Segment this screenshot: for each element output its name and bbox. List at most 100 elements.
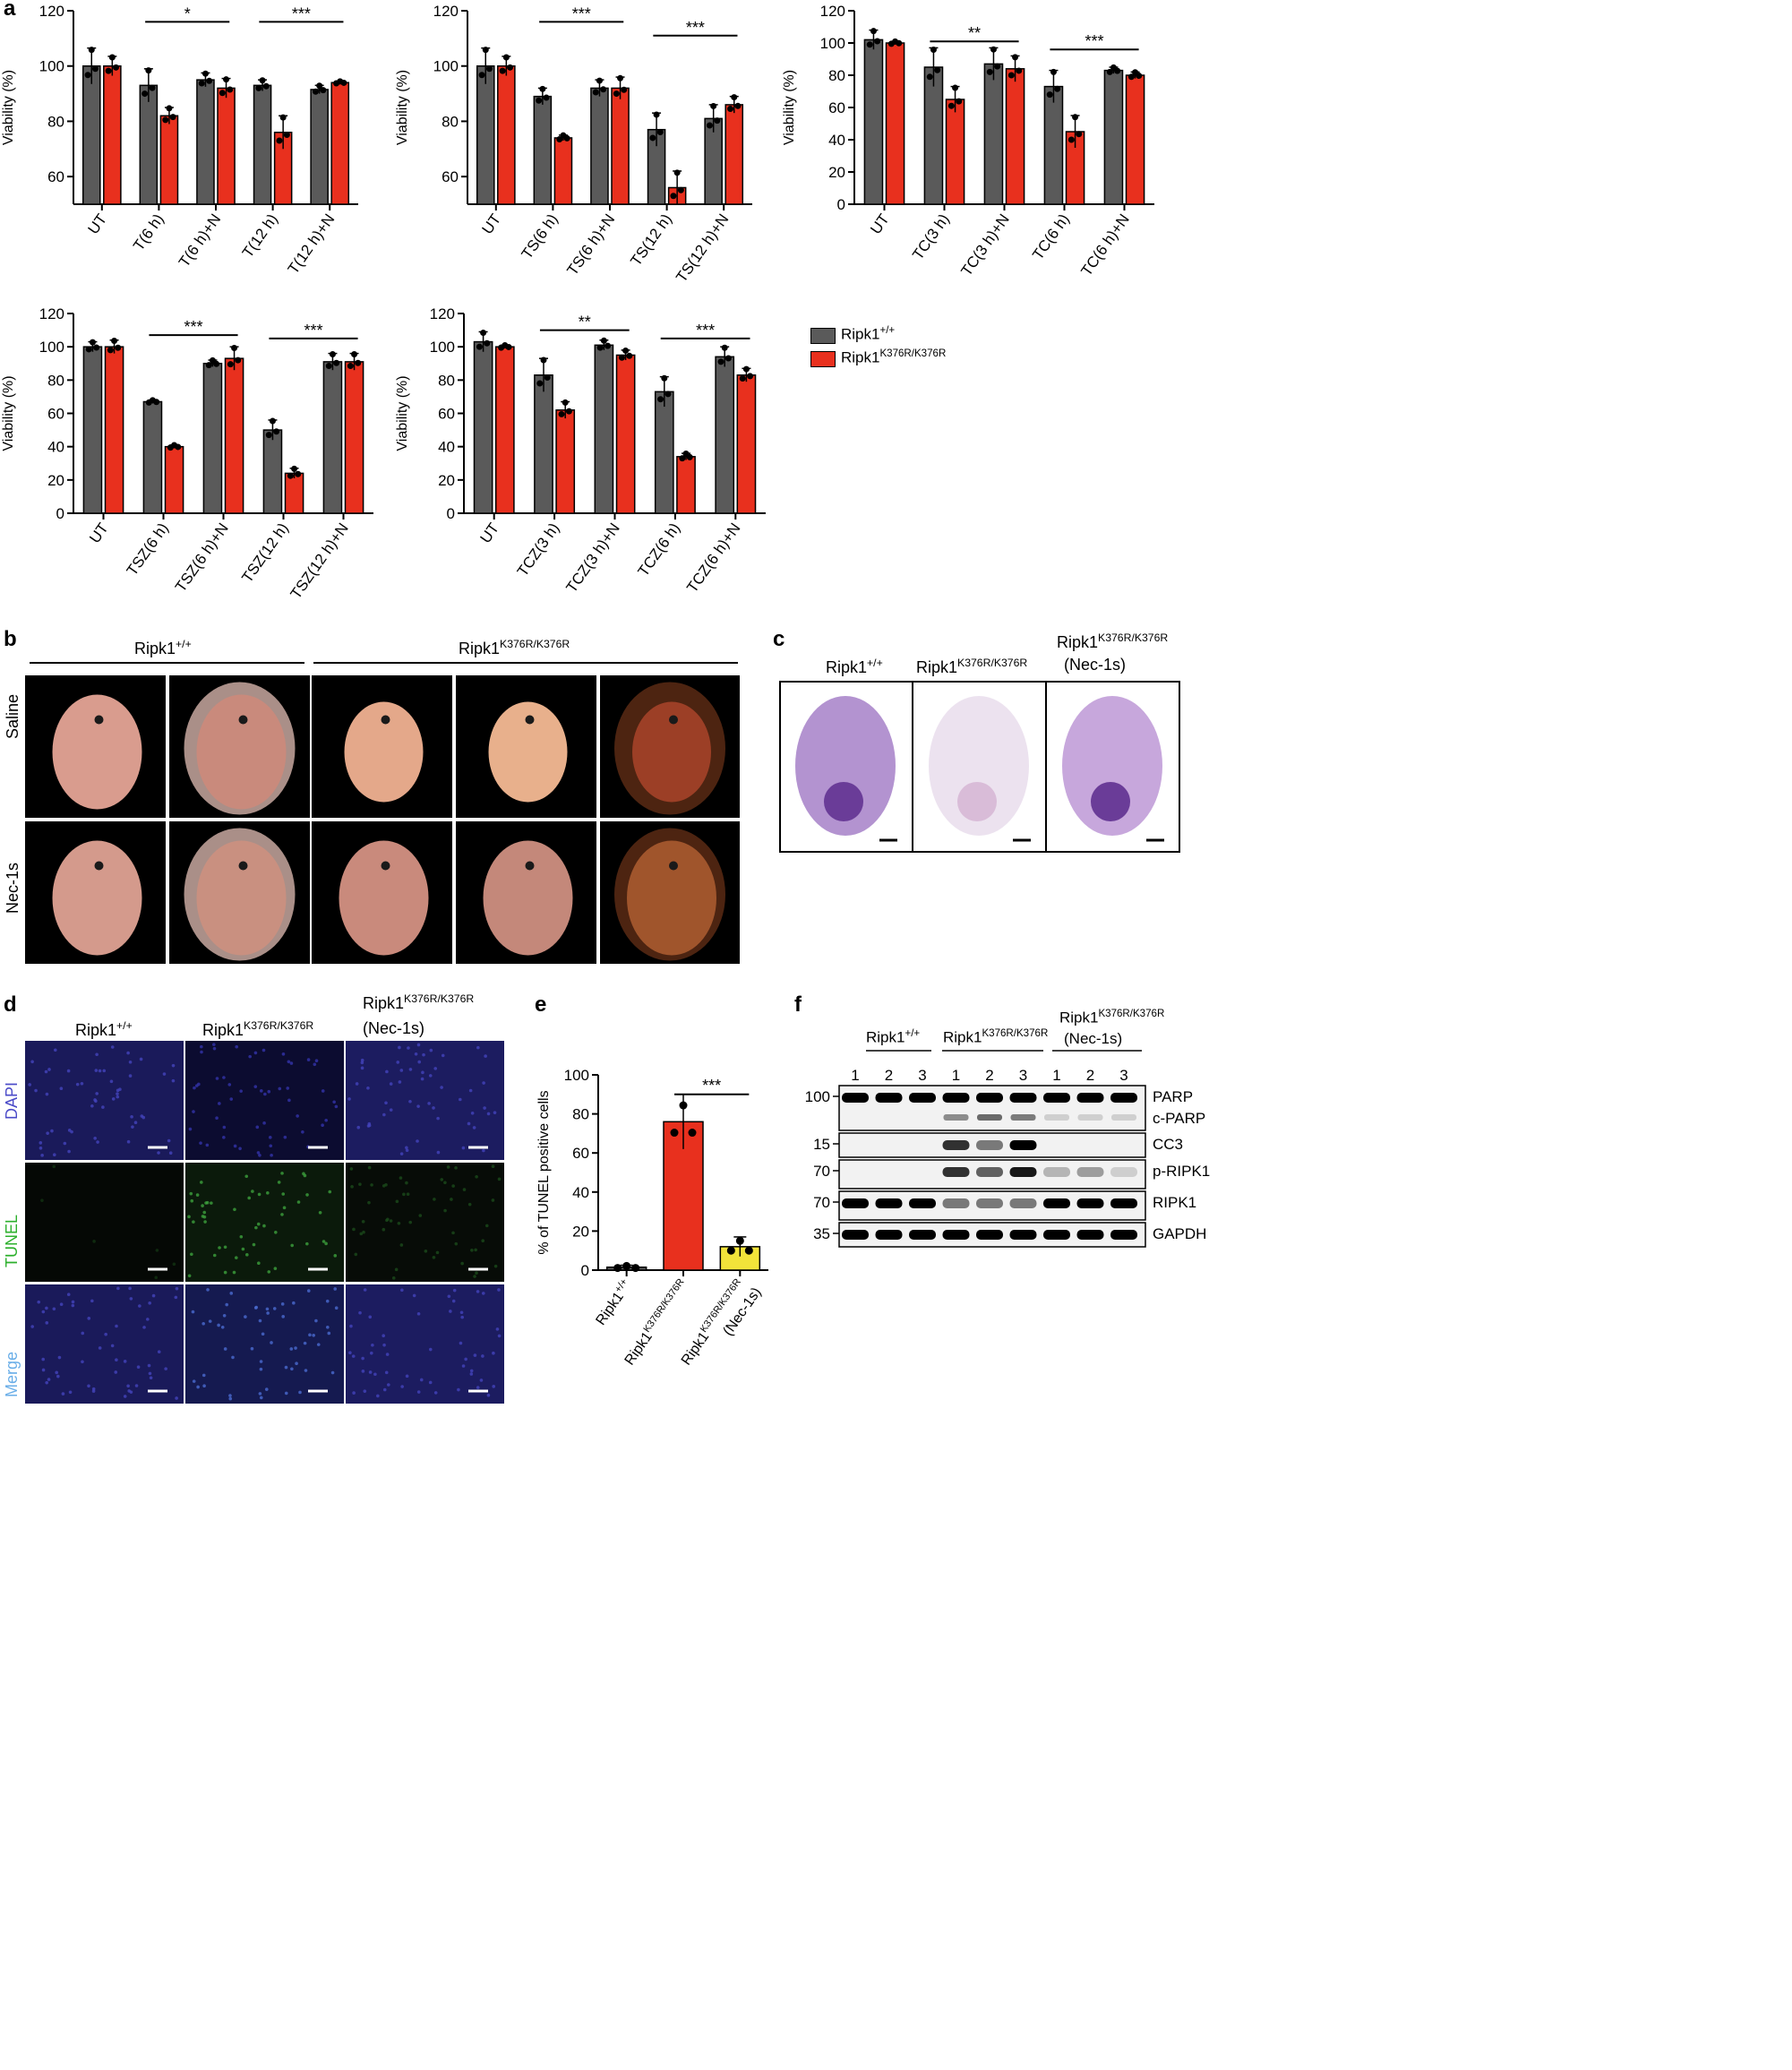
data-point [710,102,717,109]
cell-nucleus [138,1304,141,1308]
cell-nucleus [416,1139,419,1143]
cell-nucleus [233,1207,236,1212]
data-point [726,1246,735,1255]
cell-nucleus [318,1210,322,1215]
data-point [686,453,693,460]
lane-number: 1 [1052,1067,1060,1084]
data-point [320,87,327,94]
embryo [52,840,142,956]
data-point [556,135,563,142]
data-point [714,117,721,125]
band [842,1230,869,1240]
cell-nucleus [148,1371,152,1376]
cell-nucleus [45,1306,48,1310]
x-tick-label: Ripk1K376R/K376R [621,1276,691,1368]
cell-nucleus [389,1108,393,1112]
cell-nucleus [232,1270,236,1275]
cell-nucleus [355,1082,359,1086]
data-point [934,66,941,73]
bar [262,429,283,514]
cell-nucleus [200,1050,203,1054]
b-group-wt-line [30,662,304,664]
bar [1103,69,1124,205]
cell-nucleus [273,1267,278,1271]
data-point [485,65,493,73]
data-point [262,82,270,90]
f-label-nec-sub: (Nec-1s) [1064,1030,1123,1047]
cell-nucleus [491,1164,495,1169]
cell-nucleus [436,1150,441,1155]
cell-nucleus [467,1202,472,1207]
cell-nucleus [229,1097,234,1101]
data-point [1016,67,1023,74]
data-point [544,374,551,382]
cell-nucleus [424,1250,428,1253]
cell-nucleus [328,1190,332,1194]
data-point [679,455,686,462]
cell-nucleus [321,1123,324,1128]
cell-nucleus [284,1391,288,1396]
data-point [670,1129,679,1138]
histology-organ [1091,782,1130,821]
cell-nucleus [41,1357,45,1361]
data-point [688,1129,697,1138]
cell-nucleus [203,1220,207,1224]
embryo-eye [381,715,390,725]
cell-nucleus [220,1325,225,1329]
y-tick-label: 80 [438,372,455,389]
band [1009,1093,1037,1103]
cell-nucleus [394,1267,399,1272]
cell-nucleus [451,1184,455,1188]
cell-nucleus [190,1198,194,1203]
cell-nucleus [491,1198,495,1202]
fluorescence-image [25,1041,184,1160]
cell-nucleus [495,1327,500,1331]
cell-nucleus [406,1192,410,1197]
cell-nucleus [212,1043,216,1046]
embryo [632,701,711,803]
cell-nucleus [192,1110,195,1113]
data-point [295,470,302,477]
band [909,1093,936,1103]
data-point [273,428,280,435]
data-point [673,169,681,176]
cell-nucleus [347,1097,351,1101]
data-point [231,344,238,351]
data-point [727,106,734,113]
embryo-eye [238,861,248,871]
panel-letter-f: f [794,992,802,1017]
data-point [1076,131,1083,138]
cell-nucleus [367,1121,372,1126]
embryo [339,840,429,956]
d-row-dapi: DAPI [3,1081,21,1120]
cell-nucleus [259,1360,263,1363]
cell-nucleus [40,1198,44,1202]
data-point [482,47,489,54]
cell-nucleus [45,1380,48,1385]
data-point [1050,68,1057,75]
data-point [505,343,512,350]
cell-nucleus [114,1370,118,1374]
cell-nucleus [361,1356,364,1361]
cell-nucleus [30,1325,34,1328]
cell-nucleus [450,1198,453,1201]
cell-nucleus [308,1333,312,1337]
cell-nucleus [222,1136,226,1139]
y-axis-label: Viability (%) [395,70,410,145]
lane-number: 1 [851,1067,859,1084]
cell-nucleus [422,1052,425,1057]
cell-nucleus [322,1240,326,1243]
data-point [725,355,732,362]
cell-nucleus [28,1083,31,1087]
cell-nucleus [95,1052,99,1057]
cell-nucleus [441,1053,445,1058]
data-point [731,94,738,101]
data-point [153,399,160,406]
cell-nucleus [474,1248,477,1252]
cell-nucleus [71,1303,75,1308]
bar [82,346,103,514]
data-point [502,54,510,61]
data-point [562,399,569,406]
data-point [1136,73,1143,80]
